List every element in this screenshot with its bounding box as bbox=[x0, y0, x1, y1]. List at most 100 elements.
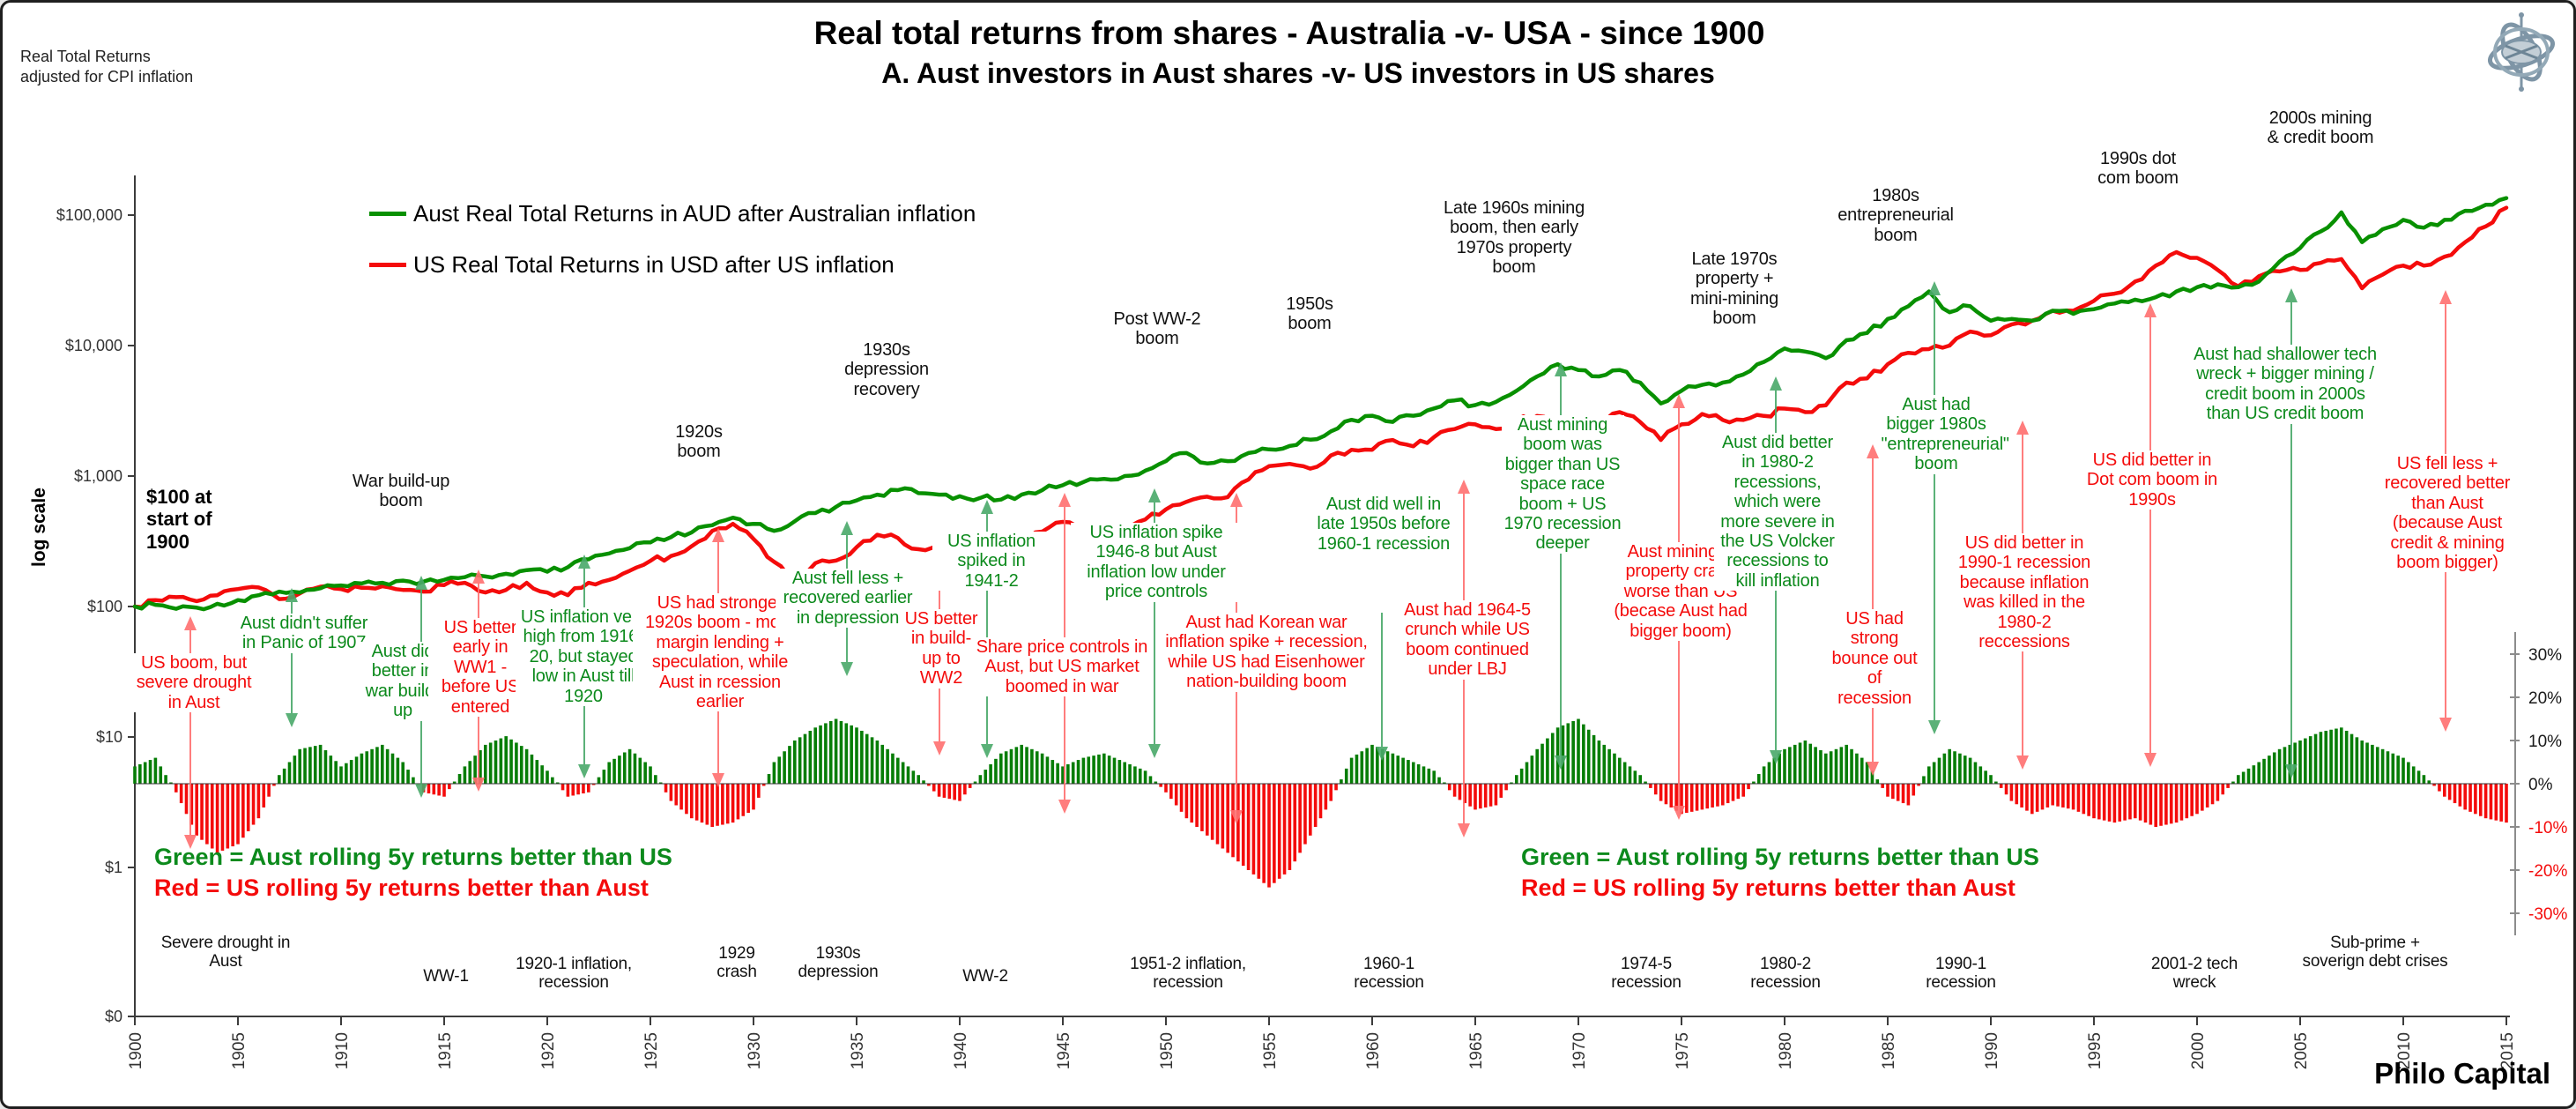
y-axis-tick-label: $1 bbox=[105, 859, 122, 876]
event-annotation: US had strong bounce out of recession bbox=[1826, 609, 1923, 708]
event-annotation: US did better in 1990-1 recession becaus… bbox=[1954, 533, 2095, 652]
x-axis-year-label: 1915 bbox=[436, 1032, 455, 1069]
recession-period-label: 1930s depression bbox=[798, 944, 879, 982]
event-annotation: Aust mining & property crash worse than … bbox=[1608, 542, 1753, 641]
x-axis-year-label: 2005 bbox=[2292, 1032, 2311, 1069]
recession-period-label: 2001-2 tech wreck bbox=[2150, 955, 2238, 993]
event-annotation: Share price controls in Aust, but US mar… bbox=[972, 637, 1152, 697]
legend-item-aust: Aust Real Total Returns in AUD after Aus… bbox=[369, 200, 976, 227]
event-annotation: US better in build-up to WW2 bbox=[900, 609, 983, 688]
recession-period-label: WW-1 bbox=[423, 967, 469, 986]
boom-period-label: 1980s entrepreneurial boom bbox=[1837, 186, 1954, 245]
x-axis-year-label: 1930 bbox=[746, 1032, 764, 1069]
chart-plot-area: $100,000 $10,000 $1,000 $100 $10 $1 $0 1900 1905… bbox=[56, 175, 2567, 1069]
recession-period-label: Severe drought in Aust bbox=[160, 934, 291, 971]
legend-label-us: US Real Total Returns in USD after US in… bbox=[413, 251, 895, 278]
us-line-swatch bbox=[369, 263, 406, 267]
x-axis-year-label: 1980 bbox=[1777, 1032, 1795, 1069]
boom-period-label: 2000s mining & credit boom bbox=[2267, 108, 2374, 148]
x-axis-year-label: 1945 bbox=[1055, 1032, 1073, 1069]
event-annotation: US better early in WW1 - before US enter… bbox=[427, 618, 533, 717]
start-value-label: $100 at start of 1900 bbox=[146, 486, 212, 553]
x-axis-year-label: 2015 bbox=[2498, 1032, 2517, 1069]
right-axis-pct-label: 20% bbox=[2528, 689, 2562, 708]
event-annotation: Aust did well in late 1950s before 1960-… bbox=[1313, 495, 1454, 554]
right-axis-pct-label: -30% bbox=[2528, 905, 2567, 924]
y-axis-note: Real Total Returns adjusted for CPI infl… bbox=[20, 48, 194, 86]
event-annotation: Aust had shallower tech wreck + bigger m… bbox=[2188, 345, 2382, 424]
recession-period-label: 1980-2 recession bbox=[1750, 955, 1821, 993]
y-axis-tick-label: $10,000 bbox=[65, 337, 122, 354]
event-annotation: Aust had Korean war inflation spike + re… bbox=[1161, 613, 1372, 692]
x-axis-year-label: 1940 bbox=[952, 1032, 970, 1069]
x-axis-year-label: 1990 bbox=[1983, 1032, 2001, 1069]
x-axis-year-label: 1900 bbox=[127, 1032, 145, 1069]
boom-period-label: Late 1960s mining boom, then early 1970s… bbox=[1443, 198, 1585, 278]
brand-name: Philo Capital bbox=[2374, 1057, 2550, 1090]
right-axis-pct-label: -20% bbox=[2528, 862, 2567, 881]
recession-period-label: 1960-1 recession bbox=[1354, 955, 1424, 993]
key-green-line: Green = Aust rolling 5y returns better t… bbox=[1521, 844, 2039, 870]
x-axis-year-label: 1910 bbox=[333, 1032, 352, 1069]
x-axis-year-label: 1905 bbox=[230, 1032, 249, 1069]
y-axis-tick-label: $0 bbox=[105, 1008, 122, 1025]
recession-period-label: 1920-1 inflation, recession bbox=[516, 955, 632, 993]
right-axis-pct-label: -10% bbox=[2528, 819, 2567, 837]
event-annotation: US inflation spiked in 1941-2 bbox=[932, 532, 1050, 592]
x-axis-year-label: 1975 bbox=[1674, 1032, 1692, 1069]
event-annotation: Aust had bigger 1980s "entrepreneurial" … bbox=[1879, 395, 2009, 474]
event-annotation: Aust didn't suffer in Panic of 1907 bbox=[232, 614, 376, 653]
recession-period-label: 1951-2 inflation, recession bbox=[1130, 955, 1246, 993]
page-subtitle: A. Aust investors in Aust shares -v- US … bbox=[881, 57, 1715, 89]
right-axis-pct-label: 30% bbox=[2528, 646, 2562, 665]
y-axis-tick-label: $1,000 bbox=[74, 467, 122, 485]
event-annotation: US inflation very high from 1916-20, but… bbox=[516, 607, 651, 706]
event-annotation: Aust fell less + recovered earlier in de… bbox=[776, 569, 920, 629]
boom-period-label: 1930s depression recovery bbox=[844, 340, 929, 399]
boom-period-label: 1950s boom bbox=[1286, 294, 1333, 334]
x-axis-year-label: 1955 bbox=[1261, 1032, 1280, 1069]
boom-period-label: Late 1970s property + mini-mining boom bbox=[1689, 249, 1779, 329]
boom-period-label: Post WW-2 boom bbox=[1113, 309, 1201, 349]
aust-line-swatch bbox=[369, 212, 406, 216]
event-annotation: Aust did better in 1980-2 recessions, wh… bbox=[1714, 433, 1841, 592]
recession-period-label: Sub-prime + soverign debt crises bbox=[2302, 934, 2448, 971]
rolling-returns-key-right: Green = Aust rolling 5y returns better t… bbox=[1521, 842, 2039, 904]
event-annotation: Aust had 1964-5 crunch while US boom con… bbox=[1399, 600, 1535, 680]
legend-item-us: US Real Total Returns in USD after US in… bbox=[369, 251, 895, 279]
x-axis-year-label: 1970 bbox=[1570, 1032, 1589, 1069]
event-annotation: US did better in Dot com boom in 1990s bbox=[2084, 450, 2220, 510]
event-annotation: US fell less + recovered better than Aus… bbox=[2372, 454, 2522, 573]
recession-period-label: 1974-5 recession bbox=[1611, 955, 1681, 993]
key-green-line: Green = Aust rolling 5y returns better t… bbox=[154, 844, 672, 870]
log-scale-label: log scale bbox=[29, 488, 49, 567]
right-axis-pct-label: 0% bbox=[2528, 776, 2553, 794]
boom-period-label: 1990s dot com boom bbox=[2097, 149, 2179, 189]
x-axis-year-label: 1965 bbox=[1467, 1032, 1486, 1069]
recession-period-label: 1929 crash bbox=[716, 944, 757, 982]
x-axis-year-label: 1935 bbox=[849, 1032, 867, 1069]
event-annotation: Aust mining boom was bigger than US spac… bbox=[1501, 415, 1624, 554]
x-axis-year-label: 1995 bbox=[2086, 1032, 2105, 1069]
gyroscope-logo-icon bbox=[2488, 12, 2555, 92]
x-axis-year-label: 1985 bbox=[1880, 1032, 1898, 1069]
us-returns-line bbox=[132, 205, 2509, 609]
boom-period-label: War build-up boom bbox=[352, 472, 450, 511]
event-annotation: US boom, but severe drought in Aust bbox=[132, 653, 256, 713]
key-red-line: Red = US rolling 5y returns better than … bbox=[1521, 875, 2016, 902]
y-axis-tick-label: $100,000 bbox=[56, 206, 122, 224]
x-axis-year-label: 2000 bbox=[2189, 1032, 2208, 1069]
rolling-returns-key-left: Green = Aust rolling 5y returns better t… bbox=[154, 842, 672, 904]
event-annotation: US inflation spike 1946-8 but Aust infla… bbox=[1071, 523, 1242, 602]
x-axis-year-label: 1950 bbox=[1158, 1032, 1177, 1069]
recession-period-label: 1990-1 recession bbox=[1926, 955, 1996, 993]
right-axis-pct-label: 10% bbox=[2528, 733, 2562, 751]
y-axis-tick-label: $100 bbox=[87, 598, 122, 615]
aust-returns-line bbox=[132, 196, 2509, 612]
recession-period-label: WW-2 bbox=[962, 967, 1008, 986]
x-axis-year-label: 1960 bbox=[1364, 1032, 1383, 1069]
x-axis-year-label: 2010 bbox=[2395, 1032, 2414, 1069]
x-axis-year-label: 1920 bbox=[539, 1032, 558, 1069]
page-title: Real total returns from shares - Austral… bbox=[813, 15, 1765, 51]
